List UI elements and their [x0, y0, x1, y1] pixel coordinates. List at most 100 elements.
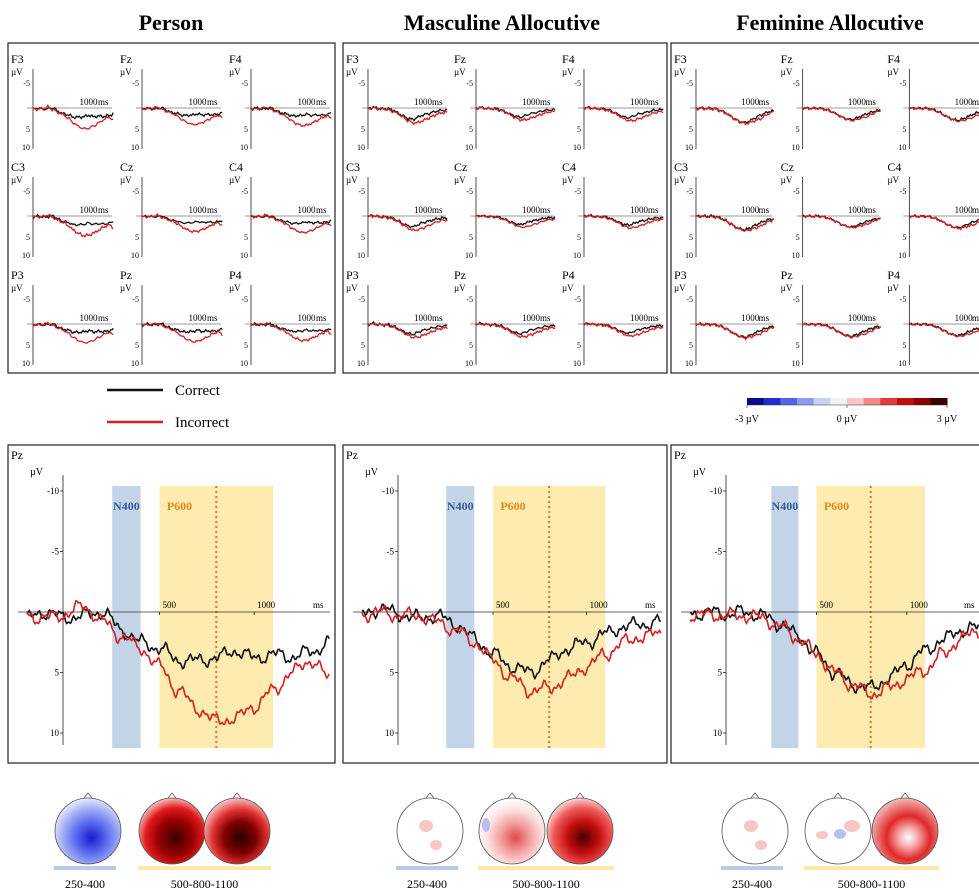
unit-label: µV — [346, 175, 358, 185]
tick-label: 5 — [26, 125, 30, 134]
topomap-fem-2 — [804, 792, 872, 865]
tick-label: -5 — [793, 295, 800, 304]
nose — [833, 792, 843, 799]
pz-x-unit: ms — [645, 600, 656, 610]
time-label: 1000 — [414, 97, 433, 107]
unit-label: µV — [120, 67, 132, 77]
time-label: 1000 — [741, 313, 760, 323]
mini-trace-incorrect — [368, 322, 448, 339]
head-outline — [396, 797, 464, 865]
time-unit: ms — [759, 97, 770, 107]
head-outline — [478, 797, 546, 865]
mini-trace-incorrect — [802, 106, 881, 122]
tick-label: 5 — [689, 233, 693, 242]
tick-label: -5 — [900, 187, 907, 196]
time-unit: ms — [648, 313, 659, 323]
electrode-label: P4 — [229, 268, 242, 282]
pz-x-tick-label: 1000 — [257, 600, 276, 610]
tick-label: 5 — [135, 341, 139, 350]
unit-label: µV — [887, 175, 899, 185]
tick-label: -5 — [241, 295, 248, 304]
electrode-label: C3 — [346, 160, 360, 174]
tick-label: 10 — [131, 143, 139, 152]
window-bar-early — [721, 866, 783, 870]
mini-trace-incorrect — [695, 214, 775, 232]
window-bar-late — [138, 866, 271, 870]
tick-label: 5 — [469, 233, 473, 242]
topomap-fem-3 — [871, 792, 939, 865]
pz-x-tick-label: 1000 — [590, 600, 609, 610]
electrode-label: F3 — [674, 52, 687, 66]
unit-label: µV — [887, 67, 899, 77]
time-label: 1000 — [414, 313, 433, 323]
window-bar-late — [804, 866, 939, 870]
pz-x-unit: ms — [313, 600, 324, 610]
grid-frame — [7, 42, 336, 374]
window-label-late: 500-800-1100 — [838, 877, 906, 891]
time-unit: ms — [759, 313, 770, 323]
tick-label: -5 — [900, 79, 907, 88]
tick-label: 5 — [26, 341, 30, 350]
colorbar-segment — [880, 398, 898, 405]
time-unit: ms — [98, 313, 109, 323]
tick-label: 5 — [244, 341, 248, 350]
time-unit: ms — [316, 97, 327, 107]
legend-label-incorrect: Incorrect — [175, 415, 230, 431]
unit-label: µV — [562, 283, 574, 293]
nose — [167, 792, 177, 799]
tick-label: 5 — [577, 125, 581, 134]
window-label-p600: P600 — [167, 499, 192, 513]
colorbar-segment — [747, 398, 765, 405]
mini-trace-incorrect — [583, 106, 664, 123]
mini-trace-incorrect — [367, 213, 448, 232]
pz-y-tick-label: -10 — [382, 486, 394, 496]
condition-title-person: Person — [139, 10, 204, 35]
time-label: 1000 — [630, 313, 649, 323]
topo-blob — [816, 831, 828, 839]
time-unit: ms — [432, 97, 443, 107]
tick-label: 5 — [135, 125, 139, 134]
pz-electrode-label: Pz — [346, 448, 358, 462]
tick-label: 5 — [796, 233, 800, 242]
nose — [425, 792, 435, 799]
electrode-label: C4 — [229, 160, 243, 174]
mini-trace-incorrect — [141, 106, 223, 126]
electrode-label: P3 — [11, 268, 24, 282]
unit-label: µV — [454, 67, 466, 77]
unit-label: µV — [562, 175, 574, 185]
time-label: 1000 — [522, 97, 541, 107]
unit-label: µV — [120, 283, 132, 293]
tick-label: -5 — [574, 79, 581, 88]
time-label: 1000 — [522, 205, 541, 215]
unit-label: µV — [11, 283, 23, 293]
tick-label: -5 — [23, 187, 30, 196]
unit-label: µV — [11, 67, 23, 77]
mini-trace-incorrect — [908, 214, 979, 231]
tick-label: 10 — [240, 359, 248, 368]
mini-trace-incorrect — [802, 214, 882, 229]
pz-y-tick-label: 5 — [718, 668, 723, 678]
tick-label: 10 — [792, 251, 800, 260]
mini-trace-incorrect — [32, 213, 114, 238]
tick-label: 5 — [469, 125, 473, 134]
tick-label: 10 — [685, 251, 693, 260]
time-unit: ms — [432, 313, 443, 323]
mini-trace-correct — [141, 214, 223, 225]
topo-blob — [755, 840, 767, 850]
pz-y-tick-label: -5 — [52, 547, 60, 557]
time-unit: ms — [316, 313, 327, 323]
tick-label: -5 — [358, 79, 365, 88]
time-label: 1000 — [80, 205, 99, 215]
mini-trace-incorrect — [475, 322, 556, 339]
tick-label: 5 — [361, 233, 365, 242]
